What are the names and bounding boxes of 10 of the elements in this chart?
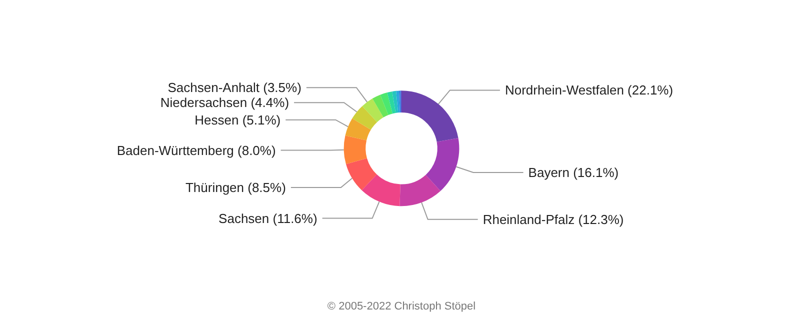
slice-label: Niedersachsen (4.4%) (160, 95, 290, 110)
slice-label: Hessen (5.1%) (194, 112, 281, 128)
slice-label: Rheinland-Pfalz (12.3%) (482, 212, 624, 227)
slice-label: Baden-Württemberg (8.0%) (116, 142, 276, 158)
slice-label: Bayern (16.1%) (528, 164, 619, 180)
slice-label: Sachsen (11.6%) (218, 210, 318, 226)
slice-label: Thüringen (8.5%) (185, 180, 286, 196)
slice-label: Nordrhein-Westfalen (22.1%) (504, 82, 674, 98)
slice-label: Sachsen-Anhalt (3.5%) (168, 80, 302, 96)
text: © 2005-2022 Christoph Stöpel (327, 300, 476, 312)
